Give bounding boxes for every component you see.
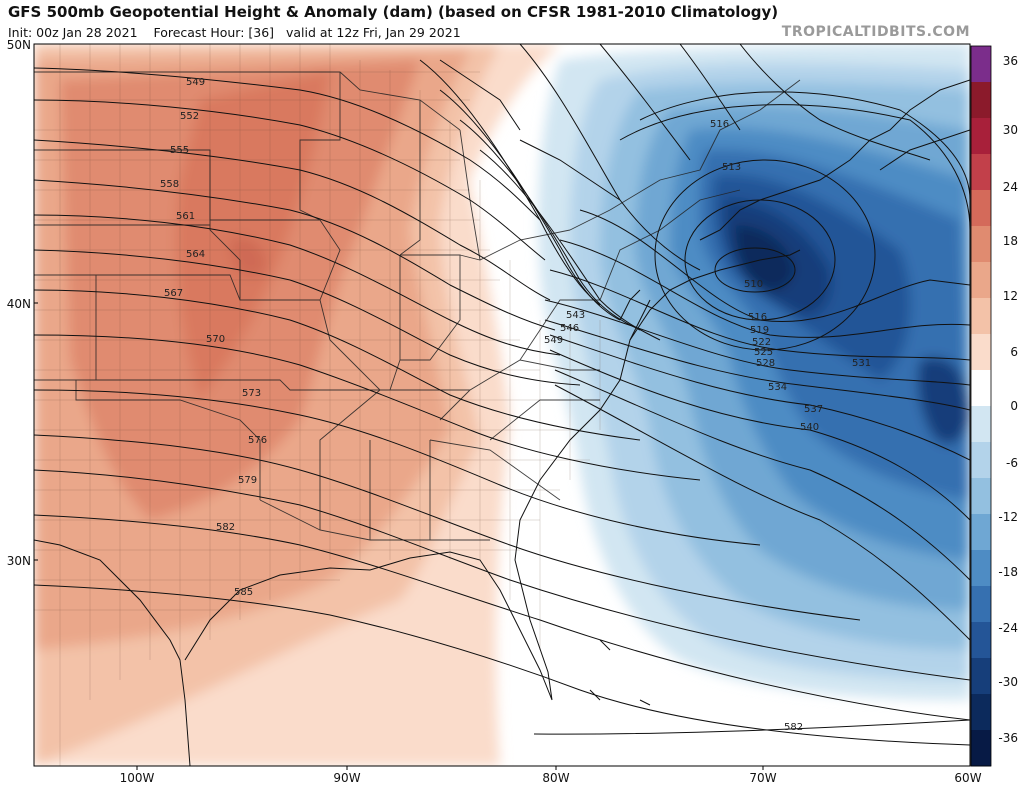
contour-label: 567 (164, 288, 183, 299)
contour-label: 582 (216, 522, 235, 533)
contour-label: 579 (238, 475, 257, 486)
contour-label: 516 (710, 119, 729, 130)
colorbar-label: 36 (1003, 54, 1018, 68)
colorbar-segment (971, 406, 991, 443)
contour-label: 582 (784, 722, 803, 733)
colorbar-label: -24 (998, 621, 1018, 635)
map-subtitle: Init: 00z Jan 28 2021 Forecast Hour: [36… (8, 25, 461, 40)
forecast-hour: Forecast Hour: [36] (153, 25, 275, 40)
contour-label: 537 (804, 404, 823, 415)
colorbar-segment (971, 658, 991, 695)
contour-label: 528 (756, 358, 775, 369)
colorbar-label: -36 (998, 731, 1018, 745)
lon-label: 60W (954, 771, 981, 785)
contour-label: 561 (176, 211, 195, 222)
contour-label: 564 (186, 249, 205, 260)
init-time: Init: 00z Jan 28 2021 (8, 25, 138, 40)
anomaly-shading: 549 552 555 558 561 564 567 570 573 576 … (34, 44, 970, 766)
contour-label: 516 (748, 312, 767, 323)
site-credit: TROPICALTIDBITS.COM (781, 24, 970, 40)
contour-label: 585 (234, 587, 253, 598)
colorbar-segment (971, 478, 991, 515)
contour-label: 513 (722, 162, 741, 173)
colorbar-segment (971, 262, 991, 299)
colorbar-segment (971, 550, 991, 587)
anomaly-colorbar (970, 45, 992, 767)
longitude-axis: 100W 90W 80W 70W 60W (120, 766, 982, 785)
contour-label: 552 (180, 111, 199, 122)
colorbar-label: 0 (1010, 399, 1018, 413)
contour-label: 549 (544, 335, 563, 346)
height-contours (34, 44, 970, 746)
colorbar-segment (971, 622, 991, 659)
lat-label: 50N (7, 38, 31, 52)
colorbar-segment (971, 154, 991, 191)
contour-label: 558 (160, 179, 179, 190)
colorbar-segment (971, 694, 991, 731)
colorbar-segment (971, 334, 991, 371)
lon-label: 90W (333, 771, 360, 785)
colorbar-segment (971, 190, 991, 227)
contour-label: 570 (206, 334, 225, 345)
contour-label: 555 (170, 145, 189, 156)
contour-label: 549 (186, 77, 205, 88)
colorbar-segment (971, 226, 991, 263)
colorbar-label: -30 (998, 675, 1018, 689)
colorbar-frame (970, 45, 992, 767)
contour-label: 519 (750, 325, 769, 336)
colorbar-segment (971, 586, 991, 623)
map-frame (33, 43, 971, 767)
colorbar-label: -12 (998, 510, 1018, 524)
contour-label: 540 (800, 422, 819, 433)
colorbar-label: -6 (1006, 456, 1018, 470)
contour-label: 573 (242, 388, 261, 399)
lon-label: 100W (120, 771, 155, 785)
lat-label: 30N (7, 554, 31, 568)
colorbar-label: 12 (1003, 289, 1018, 303)
latitude-axis: 50N 40N 30N (7, 38, 38, 568)
colorbar-segment (971, 442, 991, 479)
colorbar-label: 30 (1003, 123, 1018, 137)
colorbar-segment (971, 82, 991, 119)
colorbar-segment (971, 298, 991, 335)
contour-labels: 549 552 555 558 561 564 567 570 573 576 … (160, 77, 871, 733)
colorbar-label: -18 (998, 565, 1018, 579)
contour-label: 576 (248, 435, 267, 446)
lon-label: 70W (749, 771, 776, 785)
colorbar-segment (971, 730, 991, 767)
colorbar-segment (971, 514, 991, 551)
contour-label: 531 (852, 358, 871, 369)
colorbar-label: 18 (1003, 234, 1018, 248)
colorbar-segment (971, 370, 991, 407)
contour-label: 534 (768, 382, 787, 393)
colorbar-segment (971, 118, 991, 155)
valid-time: valid at 12z Fri, Jan 29 2021 (285, 25, 461, 40)
lon-label: 80W (542, 771, 569, 785)
lat-label: 40N (7, 297, 31, 311)
colorbar-label: 6 (1010, 345, 1018, 359)
contour-label: 510 (744, 279, 763, 290)
contour-label: 546 (560, 323, 579, 334)
contour-label: 525 (754, 347, 773, 358)
colorbar-segment (971, 46, 991, 83)
contour-label: 543 (566, 310, 585, 321)
map-title: GFS 500mb Geopotential Height & Anomaly … (8, 3, 779, 21)
colorbar-labels: 36 30 24 18 12 6 0 -6 -12 -18 -24 -30 -3… (998, 54, 1018, 745)
colorbar-label: 24 (1003, 180, 1018, 194)
contour-label: 522 (752, 337, 771, 348)
